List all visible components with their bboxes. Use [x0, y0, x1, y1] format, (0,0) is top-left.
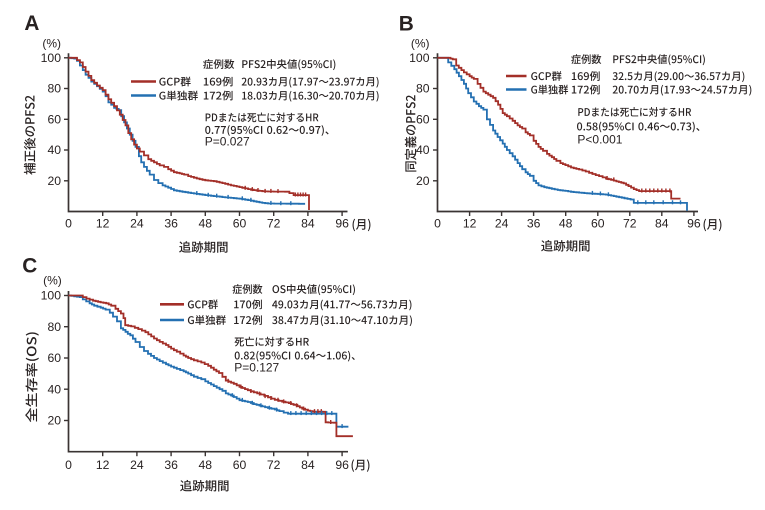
svg-text:60: 60 [416, 113, 430, 127]
svg-text:96: 96 [687, 217, 701, 231]
svg-text:36: 36 [527, 217, 541, 231]
svg-text:80: 80 [47, 82, 61, 96]
svg-text:80: 80 [416, 82, 430, 96]
svg-text:P<0.001: P<0.001 [577, 132, 622, 146]
svg-text:20: 20 [416, 174, 430, 188]
svg-text:12: 12 [96, 217, 110, 231]
svg-text:48: 48 [199, 458, 213, 472]
svg-text:20: 20 [47, 174, 61, 188]
svg-text:P=0.127: P=0.127 [234, 361, 279, 375]
svg-text:(%): (%) [411, 36, 430, 50]
svg-text:0: 0 [434, 217, 441, 231]
svg-text:0: 0 [65, 458, 72, 472]
svg-text:72: 72 [267, 217, 281, 231]
svg-text:24: 24 [130, 217, 144, 231]
svg-text:60: 60 [233, 217, 247, 231]
svg-text:96: 96 [335, 217, 349, 231]
svg-text:24: 24 [130, 458, 144, 472]
svg-text:36: 36 [164, 458, 178, 472]
svg-text:(%): (%) [43, 274, 62, 288]
svg-text:96: 96 [335, 458, 349, 472]
svg-text:100: 100 [409, 51, 430, 65]
svg-text:48: 48 [559, 217, 573, 231]
svg-text:72: 72 [267, 458, 281, 472]
svg-text:0: 0 [65, 217, 72, 231]
svg-text:60: 60 [233, 458, 247, 472]
svg-text:(%): (%) [42, 36, 61, 50]
svg-text:100: 100 [41, 51, 62, 65]
svg-text:100: 100 [41, 289, 62, 303]
svg-text:40: 40 [47, 382, 61, 396]
svg-text:60: 60 [591, 217, 605, 231]
svg-text:24: 24 [495, 217, 509, 231]
svg-text:B: B [399, 13, 414, 36]
svg-text:80: 80 [47, 320, 61, 334]
svg-text:40: 40 [416, 143, 430, 157]
svg-text:P=0.027: P=0.027 [205, 135, 250, 149]
svg-text:12: 12 [96, 458, 110, 472]
svg-text:84: 84 [301, 458, 315, 472]
svg-text:40: 40 [47, 143, 61, 157]
svg-text:36: 36 [164, 217, 178, 231]
svg-text:48: 48 [199, 217, 213, 231]
svg-text:84: 84 [301, 217, 315, 231]
svg-text:60: 60 [47, 351, 61, 365]
svg-text:12: 12 [463, 217, 477, 231]
svg-text:72: 72 [623, 217, 637, 231]
svg-text:A: A [24, 12, 39, 35]
svg-text:20: 20 [47, 414, 61, 428]
svg-text:84: 84 [655, 217, 669, 231]
svg-text:60: 60 [47, 113, 61, 127]
svg-text:C: C [22, 254, 37, 277]
